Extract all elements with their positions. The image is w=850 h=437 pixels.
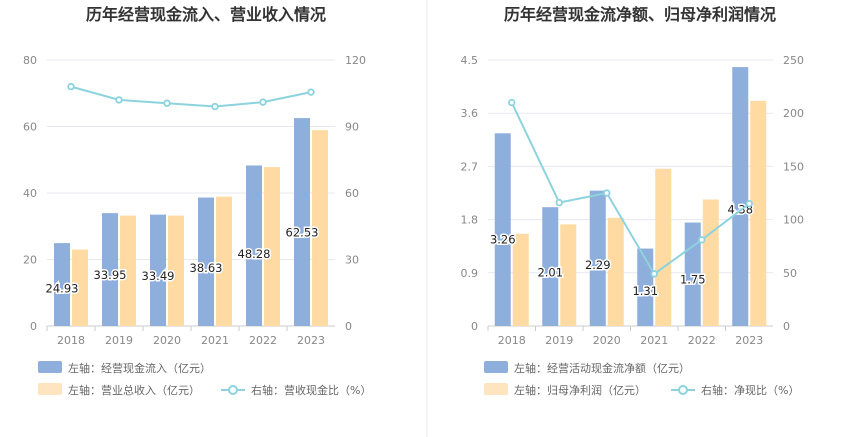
y-left-tick: 80: [23, 54, 37, 67]
legend-swatch-bar-secondary: [484, 383, 508, 395]
bar-primary: [150, 214, 166, 326]
ratio-point: [307, 88, 315, 96]
x-tick-label: 2020: [153, 334, 181, 347]
y-right-tick: 250: [783, 54, 804, 67]
bar-data-label: 3.26: [490, 232, 516, 246]
x-tick-label: 2019: [545, 334, 573, 347]
legend-swatch-line-marker: [678, 385, 688, 395]
bar-secondary: [72, 249, 88, 326]
ratio-point: [745, 199, 753, 208]
y-left-tick: 20: [23, 254, 37, 267]
legend-swatch-bar-primary: [38, 361, 62, 373]
bar-secondary: [512, 233, 529, 326]
y-left-tick: 40: [23, 187, 37, 200]
bar-data-label: 62.53: [286, 225, 319, 239]
y-left-tick: 0.9: [461, 267, 479, 280]
ratio-point: [698, 236, 706, 244]
bar-secondary: [168, 215, 184, 326]
y-left-tick: 1.8: [461, 214, 479, 227]
ratio-line: [510, 102, 750, 276]
bar-primary: [198, 197, 214, 326]
y-left-tick: 60: [23, 121, 37, 134]
bar-secondary: [120, 215, 136, 326]
y-left-tick: 3.6: [461, 107, 479, 120]
chart-net-cashflow-profit: 历年经营现金流净额、归母净利润情况 0 0.9 1.8 2.7 3.6 4.5 0 50 100 1…: [461, 5, 805, 397]
bar-secondary: [264, 167, 280, 326]
ratio-point: [163, 99, 171, 107]
y-right-tick: 30: [345, 254, 359, 267]
bar-primary: [732, 67, 749, 327]
y-right-tick: 150: [783, 160, 804, 173]
bar-data-label: 1.75: [680, 272, 706, 286]
x-tick-label: 2022: [249, 334, 277, 347]
legend-label: 左轴：归母净利润（亿元）: [514, 383, 646, 397]
bar-data-label: 2.01: [537, 266, 563, 280]
bar-primary: [294, 118, 310, 326]
x-tick-label: 2021: [640, 334, 668, 347]
bar-secondary: [702, 199, 719, 326]
y-right-tick: 100: [783, 214, 804, 227]
bar-secondary: [655, 168, 672, 326]
bar-data-label: 48.28: [238, 247, 271, 261]
chart-title: 历年经营现金流入、营业收入情况: [86, 5, 326, 24]
bar-secondary: [216, 196, 232, 326]
x-tick-label: 2018: [57, 334, 85, 347]
x-tick-label: 2018: [498, 334, 526, 347]
y-left-tick: 2.7: [461, 160, 479, 173]
ratio-point: [508, 98, 516, 107]
y-right-tick: 0: [345, 320, 352, 333]
ratio-point: [259, 98, 267, 106]
y-right-tick: 120: [345, 54, 366, 67]
ratio-point: [555, 198, 563, 207]
y-right-tick: 200: [783, 107, 804, 120]
x-tick-label: 2020: [593, 334, 621, 347]
legend-label: 右轴：营收现金比（%）: [251, 383, 371, 397]
ratio-point: [115, 96, 123, 104]
x-tick-label: 2019: [105, 334, 133, 347]
bar-primary: [246, 165, 262, 326]
y-right-tick: 50: [783, 267, 797, 280]
legend-swatch-bar-secondary: [38, 383, 62, 395]
ratio-point: [211, 102, 219, 111]
bar-secondary: [750, 100, 767, 326]
ratio-point: [67, 82, 75, 91]
bar-primary: [589, 190, 606, 326]
bar-primary: [637, 248, 654, 326]
x-tick-label: 2022: [688, 334, 716, 347]
x-tick-label: 2023: [297, 334, 325, 347]
ratio-line: [70, 85, 312, 108]
x-tick-label: 2023: [735, 334, 763, 347]
legend-swatch-line-marker: [228, 385, 238, 395]
y-right-tick: 90: [345, 121, 359, 134]
bar-secondary: [312, 130, 328, 326]
bar-primary: [494, 133, 511, 326]
x-tick-label: 2021: [201, 334, 229, 347]
bar-primary: [102, 213, 118, 326]
y-left-tick: 0: [471, 320, 478, 333]
ratio-point: [603, 189, 611, 197]
bar-data-label: 24.93: [46, 282, 79, 296]
legend-label: 右轴：净现比（%）: [701, 383, 799, 397]
legend-label: 左轴：经营现金流入（亿元）: [68, 361, 211, 375]
bar-data-label: 1.31: [632, 284, 658, 298]
bar-primary: [54, 243, 70, 326]
bar-data-label: 2.29: [585, 258, 611, 272]
legend-label: 左轴：经营活动现金流净额（亿元）: [514, 361, 690, 375]
bar-data-label: 38.63: [190, 261, 223, 275]
ratio-point: [650, 270, 658, 278]
chart-cash-inflow-revenue: 历年经营现金流入、营业收入情况 0 20 40 60 80 0 30 60 90 120 2018 20…: [23, 5, 371, 397]
legend-swatch-bar-primary: [484, 361, 508, 373]
legend-label: 左轴：营业总收入（亿元）: [68, 383, 200, 397]
bar-secondary: [560, 224, 577, 326]
bar-data-label: 33.95: [94, 268, 127, 282]
y-right-tick: 60: [345, 187, 359, 200]
y-left-tick: 0: [30, 320, 37, 333]
bar-secondary: [607, 217, 624, 326]
y-left-tick: 4.5: [461, 54, 479, 67]
y-right-tick: 0: [783, 320, 790, 333]
bar-data-label: 33.49: [142, 269, 175, 283]
chart-title: 历年经营现金流净额、归母净利润情况: [504, 5, 776, 24]
bar-primary: [542, 207, 559, 326]
